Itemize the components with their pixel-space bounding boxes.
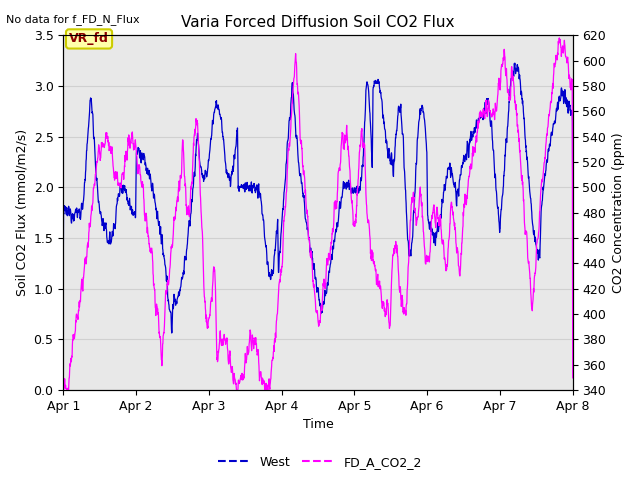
West [511,60,518,66]
West [346,184,353,190]
Text: No data for f_FD_N_Flux: No data for f_FD_N_Flux [6,14,140,25]
Y-axis label: CO2 Concentration (ppm): CO2 Concentration (ppm) [612,132,625,293]
West [568,119,576,124]
West [507,76,515,82]
Y-axis label: Soil CO2 Flux (mmol/m2/s): Soil CO2 Flux (mmol/m2/s) [15,129,28,296]
West [442,180,450,185]
Legend: West, FD_A_CO2_2: West, FD_A_CO2_2 [213,451,427,474]
FD_A_CO2_2 [60,387,67,393]
West [292,133,300,139]
West [60,268,67,274]
Text: VR_fd: VR_fd [69,33,109,46]
Line: West: West [63,63,573,333]
FD_A_CO2_2 [442,262,449,268]
Title: Varia Forced Diffusion Soil CO2 Flux: Varia Forced Diffusion Soil CO2 Flux [181,15,455,30]
FD_A_CO2_2 [292,51,300,57]
FD_A_CO2_2 [507,84,515,90]
Line: FD_A_CO2_2: FD_A_CO2_2 [63,38,573,390]
West [569,209,577,215]
West [522,143,530,149]
West [168,330,175,336]
FD_A_CO2_2 [346,164,353,169]
FD_A_CO2_2 [569,375,577,381]
FD_A_CO2_2 [568,77,576,83]
FD_A_CO2_2 [556,35,563,41]
X-axis label: Time: Time [303,419,333,432]
FD_A_CO2_2 [522,229,529,235]
